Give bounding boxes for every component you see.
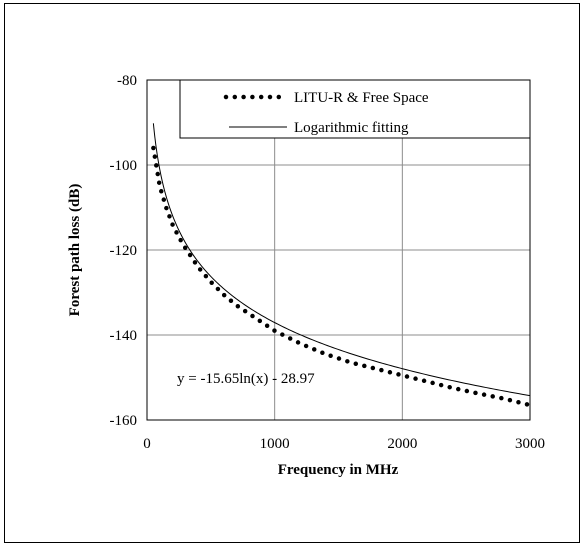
x-axis-title: Frequency in MHz <box>278 462 399 478</box>
x-tick-label: 0 <box>143 436 151 452</box>
y-axis-title: Forest path loss (dB) <box>67 184 83 317</box>
y-tick-label: -140 <box>110 328 138 344</box>
series-layer <box>151 123 533 408</box>
y-tick-label: -100 <box>110 158 138 174</box>
x-tick-label: 3000 <box>515 436 545 452</box>
legend-label-litu: LITU-R & Free Space <box>294 90 429 106</box>
y-tick-label: -120 <box>110 243 138 259</box>
x-tick-label: 1000 <box>260 436 290 452</box>
legend-box <box>179 79 531 139</box>
y-tick-label: -80 <box>117 73 137 89</box>
tick-labels: 0 1000 2000 3000 -80 -100 -120 -140 -160 <box>110 73 546 452</box>
x-tick-label: 2000 <box>387 436 417 452</box>
legend-label-fit: Logarithmic fitting <box>294 120 409 136</box>
y-tick-label: -160 <box>110 413 138 429</box>
legend: LITU-R & Free Space Logarithmic fitting <box>179 79 531 139</box>
series-logarithmic-fitting-line <box>152 123 531 397</box>
fit-equation-annotation: y = -15.65ln(x) - 28.97 <box>177 371 315 387</box>
series-litu-r-free-space-line <box>151 145 533 408</box>
